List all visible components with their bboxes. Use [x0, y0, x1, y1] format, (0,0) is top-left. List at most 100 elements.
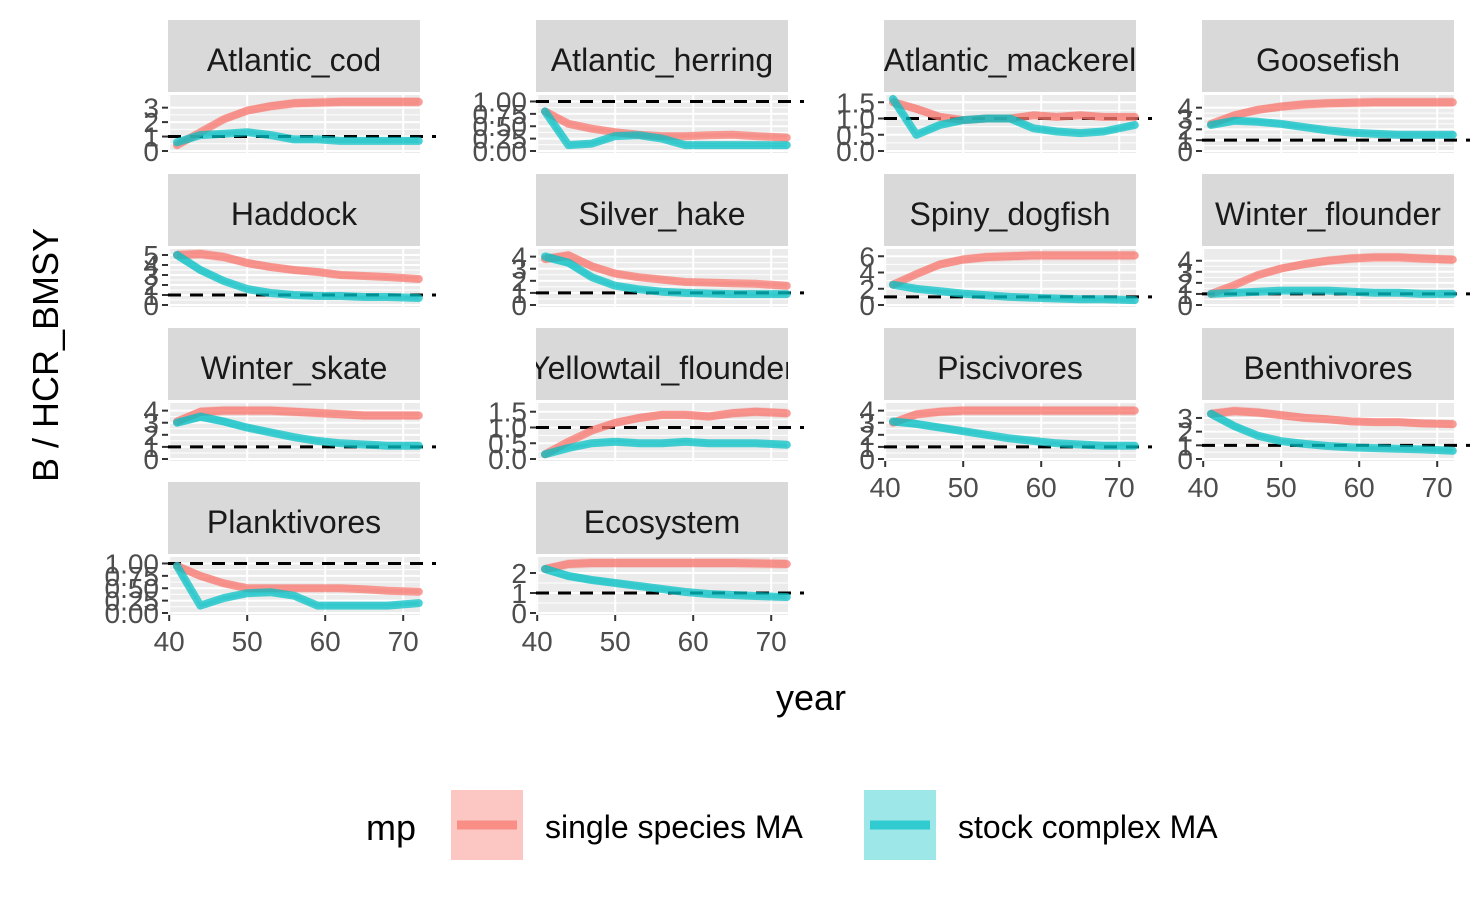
x-tick-label: 70	[388, 626, 419, 657]
legend-entry-stock-complex: stock complex MA	[864, 790, 1218, 860]
panel-strip	[884, 174, 1136, 246]
panel-strip	[1202, 20, 1454, 92]
y-tick-label: 1	[1177, 125, 1193, 156]
panel-title: Ecosystem	[584, 504, 740, 540]
y-tick-label: 3	[1177, 403, 1193, 434]
panel-atlantic-mackerel: Atlantic_mackerel 0.00.51.01.5	[836, 20, 1152, 167]
series-line-single-species-ma	[173, 562, 423, 596]
y-tick-label: 0.50	[105, 573, 160, 604]
y-tick-label: 0.5	[488, 428, 527, 459]
y-tick-label: 0.0	[488, 444, 527, 475]
y-tick-label: 0.5	[836, 120, 875, 151]
panel-title: Silver_hake	[578, 196, 745, 232]
x-tick-label: 60	[1344, 472, 1375, 503]
y-tick-label: 0.75	[105, 561, 160, 592]
y-tick-label: 3	[1177, 104, 1193, 135]
y-tick-label: 2	[143, 107, 159, 138]
y-tick-label: 4	[1177, 246, 1193, 277]
panel-strip	[536, 328, 788, 400]
series-line-single-species-ma	[173, 406, 423, 426]
legend-label-stock-complex: stock complex MA	[958, 809, 1218, 845]
y-tick-label: 0.25	[473, 124, 528, 155]
panel-strip	[1202, 328, 1454, 400]
series-line-stock-complex-ma	[541, 252, 791, 299]
series-line-single-species-ma	[541, 251, 791, 290]
x-tick-label: 40	[154, 626, 185, 657]
y-tick-label: 1.5	[836, 87, 875, 118]
series-line-stock-complex-ma	[541, 437, 791, 459]
y-tick-label: 4	[511, 242, 527, 273]
y-axis-title: B / HCR_BMSY	[25, 228, 66, 482]
legend: mp single species MA stock complex MA	[366, 790, 1218, 860]
x-tick-label: 60	[310, 626, 341, 657]
series-line-single-species-ma	[541, 407, 791, 459]
panel-strip	[536, 174, 788, 246]
y-tick-label: 3	[1177, 257, 1193, 288]
y-tick-label: 1	[143, 432, 159, 463]
legend-title: mp	[366, 807, 416, 848]
y-tick-label: 2	[1177, 417, 1193, 448]
y-tick-label: 1.00	[105, 548, 160, 579]
panel-strip	[168, 20, 420, 92]
series-line-stock-complex-ma	[889, 280, 1139, 305]
y-tick-label: 0	[143, 444, 159, 475]
y-tick-label: 5	[143, 240, 159, 271]
panel-title: Yellowtail_flounder	[529, 350, 795, 386]
y-tick-label: 1	[143, 280, 159, 311]
x-tick-label: 70	[756, 626, 787, 657]
x-tick-label: 70	[1422, 472, 1453, 503]
y-tick-label: 1.0	[488, 412, 527, 443]
panel-ecosystem: Ecosystem 012 40 50 60 70	[511, 482, 804, 657]
series-line-single-species-ma	[1207, 98, 1457, 128]
x-tick-label: 40	[1188, 472, 1219, 503]
series-line-single-species-ma	[889, 406, 1139, 427]
series-line-stock-complex-ma	[1207, 286, 1457, 298]
y-tick-label: 0	[511, 598, 527, 629]
y-tick-label: 0	[1177, 290, 1193, 321]
y-tick-label: 0	[1177, 136, 1193, 167]
y-tick-label: 1.5	[488, 397, 527, 428]
x-tick-label: 50	[1266, 472, 1297, 503]
series-line-single-species-ma	[541, 559, 791, 573]
panel-title: Goosefish	[1256, 42, 1400, 78]
y-tick-label: 0	[859, 444, 875, 475]
y-tick-label: 0.50	[473, 111, 528, 142]
panel-title: Planktivores	[207, 504, 381, 540]
x-tick-label: 40	[870, 472, 901, 503]
panel-title: Atlantic_cod	[207, 42, 381, 78]
y-tick-label: 2	[511, 266, 527, 297]
panel-strip	[168, 328, 420, 400]
series-line-stock-complex-ma	[173, 128, 423, 147]
panel-strip	[884, 20, 1136, 92]
y-tick-label: 4	[143, 250, 159, 281]
y-tick-label: 6	[859, 241, 875, 272]
y-tick-label: 1	[859, 432, 875, 463]
x-tick-label: 40	[522, 626, 553, 657]
series-line-single-species-ma	[889, 251, 1139, 289]
panel-strip	[168, 482, 420, 554]
x-axis-title: year	[776, 677, 846, 718]
series-line-stock-complex-ma	[1207, 116, 1457, 139]
y-tick-label: 0.0	[836, 136, 875, 167]
x-tick-label: 60	[678, 626, 709, 657]
y-tick-label: 4	[1177, 93, 1193, 124]
y-tick-label: 1	[511, 578, 527, 609]
y-tick-label: 1	[1177, 279, 1193, 310]
series-line-stock-complex-ma	[541, 565, 791, 601]
y-tick-label: 4	[143, 396, 159, 427]
panel-planktivores: Planktivores 0.000.250.500.751.00 40 50 60 70	[105, 482, 436, 657]
y-tick-label: 3	[143, 260, 159, 291]
y-tick-label: 2	[511, 558, 527, 589]
facet-panels: Atlantic_cod0123Atlantic_herring0.000.25…	[105, 20, 1470, 657]
y-tick-label: 0	[859, 290, 875, 321]
y-tick-label: 2	[1177, 114, 1193, 145]
y-tick-label: 1.00	[473, 86, 528, 117]
x-tick-label: 60	[1026, 472, 1057, 503]
y-tick-label: 2	[143, 420, 159, 451]
panel-title: Winter_flounder	[1215, 196, 1441, 232]
